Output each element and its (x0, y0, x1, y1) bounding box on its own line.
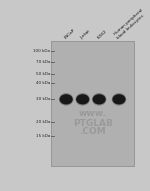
Ellipse shape (92, 93, 106, 106)
Ellipse shape (59, 93, 73, 106)
Text: PTGLAB: PTGLAB (73, 119, 112, 128)
Text: 70 kDa: 70 kDa (36, 60, 50, 64)
Text: Human peripheral
blood leukocytes: Human peripheral blood leukocytes (113, 9, 147, 40)
Ellipse shape (76, 94, 89, 104)
Text: Jurkat: Jurkat (80, 29, 92, 40)
Text: 40 kDa: 40 kDa (36, 81, 50, 85)
Text: 100 kDa: 100 kDa (33, 49, 50, 53)
Ellipse shape (93, 94, 106, 104)
Text: K-562: K-562 (96, 29, 108, 40)
Ellipse shape (112, 93, 126, 106)
Ellipse shape (75, 93, 90, 106)
Bar (51, 40, 134, 166)
Text: 50 kDa: 50 kDa (36, 72, 50, 76)
Text: .COM: .COM (79, 127, 106, 136)
Text: 15 kDa: 15 kDa (36, 134, 50, 138)
Text: LNCaP: LNCaP (63, 28, 76, 40)
Text: 20 kDa: 20 kDa (36, 120, 50, 124)
Text: www.: www. (79, 108, 106, 118)
Text: 30 kDa: 30 kDa (36, 97, 50, 101)
Ellipse shape (60, 94, 73, 104)
Ellipse shape (112, 94, 126, 104)
